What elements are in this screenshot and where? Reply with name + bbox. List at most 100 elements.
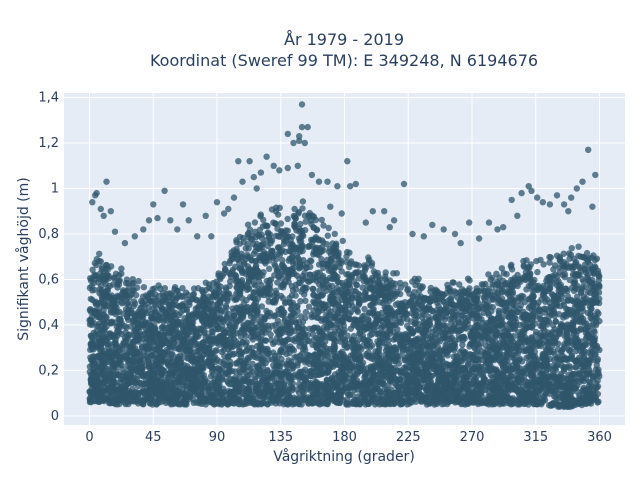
data-point [342,338,349,345]
data-point [443,361,450,369]
data-point [511,355,518,362]
data-point [449,279,456,286]
data-point [274,279,281,286]
data-point [596,282,603,290]
data-point [284,215,291,223]
data-point [588,297,595,305]
data-point [308,257,315,265]
data-point [86,363,94,370]
data-point [258,303,266,310]
data-point [171,285,178,293]
data-point [554,340,562,347]
data-point [302,308,310,316]
data-point [471,375,478,382]
data-point [185,311,193,318]
data-point [399,331,407,338]
data-point [398,300,405,307]
data-point [303,264,310,271]
data-point [233,239,240,246]
data-point [390,270,397,277]
data-point [296,380,303,388]
data-point [596,346,603,354]
data-point [161,285,169,292]
data-point [91,286,98,294]
data-point [302,297,309,304]
data-point [305,303,313,310]
data-point [161,298,169,306]
data-point [209,301,217,308]
data-point [86,368,94,375]
data-point [275,211,282,218]
data-point [118,265,125,272]
data-point [568,245,575,252]
data-point [240,259,248,266]
data-point [268,248,275,255]
data-point [315,236,322,243]
data-point [466,277,473,284]
data-point [388,322,396,329]
data-point [350,287,358,295]
data-point [118,300,126,307]
data-point [586,366,593,373]
data-point [429,372,436,380]
data-point [339,237,346,245]
data-point [353,269,360,276]
data-point [279,256,286,264]
data-point [265,298,272,305]
data-point [573,293,581,300]
data-point [497,282,505,289]
data-point [459,341,466,349]
data-point [584,288,592,296]
data-point [473,311,481,318]
data-point [299,198,307,205]
data-point [436,346,443,354]
data-point [584,256,591,263]
data-point [580,377,588,385]
data-point [251,219,259,226]
data-point [327,321,335,329]
data-point [270,298,277,305]
data-point [140,284,148,291]
data-point [414,325,421,333]
data-points [86,101,603,410]
data-point [145,304,152,311]
data-point [359,284,366,291]
data-point [557,303,564,310]
data-point [498,265,506,272]
data-point [184,296,191,303]
data-point [140,389,148,397]
data-point [536,307,544,314]
data-point [276,251,284,258]
data-point [313,342,320,350]
data-point [503,271,510,278]
data-point [325,224,332,232]
data-point [355,336,362,343]
data-point [324,232,331,239]
data-point [359,273,367,280]
data-point [367,331,374,339]
data-point [572,364,580,371]
data-point [221,260,228,268]
data-point [277,220,285,227]
chart-title-line2: Koordinat (Sweref 99 TM): E 349248, N 61… [150,51,538,70]
data-point [297,220,304,228]
data-point [331,230,338,238]
data-point [292,292,299,299]
data-point [579,276,586,283]
data-point [309,285,316,293]
data-point [478,281,486,288]
data-point [392,301,400,308]
data-point [217,283,224,290]
data-point [290,265,297,272]
data-point [268,206,276,213]
data-point [546,259,553,266]
data-point [96,250,103,257]
data-point [198,326,205,333]
data-point [560,298,567,305]
data-point [485,271,492,278]
data-point [365,254,372,261]
data-point [425,313,433,321]
data-point [151,285,158,292]
data-point [397,284,404,291]
